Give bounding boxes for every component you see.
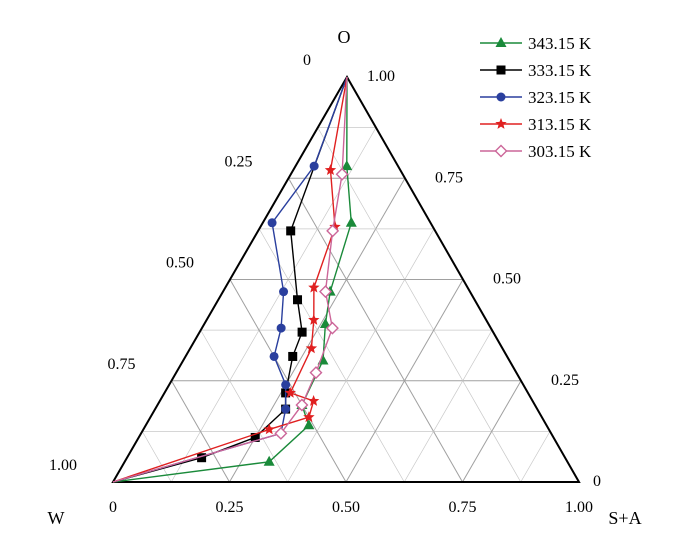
tick-label-left: 0.25	[225, 153, 253, 170]
legend-label: 303.15 K	[528, 142, 592, 161]
series-2	[112, 76, 348, 483]
legend-marker	[495, 37, 507, 47]
data-point	[250, 432, 260, 442]
legend-item: 343.15 K	[480, 34, 592, 53]
tick-label-left: 0.50	[166, 255, 194, 272]
data-point	[269, 351, 279, 361]
legend-label: 333.15 K	[528, 61, 592, 80]
data-point	[305, 342, 318, 354]
data-point	[293, 295, 303, 305]
data-point	[308, 314, 320, 325]
grid-lines	[141, 127, 551, 483]
data-point	[345, 216, 357, 227]
tick-label-right: 0	[593, 473, 601, 490]
tick-label-bottom: 0.25	[216, 499, 244, 516]
data-point	[267, 218, 277, 228]
data-point	[288, 351, 298, 361]
grid-line	[287, 228, 435, 483]
legend-marker	[495, 118, 507, 129]
grid-line	[200, 329, 289, 483]
data-point	[326, 224, 340, 238]
data-point	[309, 161, 319, 171]
triangle-outline	[111, 74, 581, 483]
tick-label-right: 0.75	[435, 169, 463, 186]
legend-item: 313.15 K	[480, 115, 592, 134]
legend-item: 333.15 K	[480, 61, 592, 80]
data-point	[308, 281, 320, 293]
tick-label-right: 1.00	[367, 68, 395, 85]
legend-label: 323.15 K	[528, 88, 592, 107]
grid-line	[317, 127, 522, 483]
legend-marker	[496, 65, 506, 75]
series-line	[112, 76, 348, 483]
vertex-label-w: W	[48, 508, 65, 528]
data-point	[335, 167, 349, 181]
data-point	[286, 226, 296, 236]
data-point	[274, 426, 288, 440]
data-point	[197, 453, 207, 463]
data-point	[303, 411, 315, 423]
tick-label-left: 1.00	[49, 457, 77, 474]
data-point	[307, 395, 320, 406]
data-point	[281, 404, 291, 414]
data-point	[329, 220, 341, 232]
vertex-labels: O W S+A	[48, 27, 642, 528]
data-point	[319, 285, 332, 299]
legend-item: 323.15 K	[480, 88, 592, 107]
tick-label-bottom: 0.75	[449, 499, 477, 516]
vertex-label-o: O	[338, 27, 351, 47]
grid-line	[170, 127, 377, 483]
grid-line	[403, 329, 493, 483]
series-4	[112, 76, 349, 483]
data-point	[284, 386, 296, 398]
tick-label-bottom: 0	[109, 499, 117, 516]
grid-line	[171, 380, 230, 483]
grid-line	[258, 228, 405, 483]
tick-labels: 0 0.25 0.50 0.75 1.0000.250.500.751.0000.250…	[49, 52, 601, 516]
legend-label: 343.15 K	[528, 34, 592, 53]
legend-item: 303.15 K	[480, 142, 592, 161]
data-point	[341, 160, 353, 171]
tick-label-left: 0.75	[108, 356, 136, 373]
series-3	[112, 76, 348, 483]
triangle-frame	[111, 74, 581, 483]
data-point	[279, 287, 289, 297]
legend: 343.15 K 333.15 K 323.15 K 313.15 K 303.15 K	[480, 34, 592, 161]
data-point	[319, 318, 331, 329]
data-point	[295, 398, 309, 412]
data-point	[263, 455, 275, 466]
data-point	[281, 380, 291, 390]
data-point	[324, 164, 337, 175]
data-point	[263, 423, 275, 435]
tick-label-bottom: 0.50	[332, 499, 360, 516]
grid-line	[462, 380, 522, 483]
grid-line	[141, 431, 172, 483]
vertex-label-sa: S+A	[608, 508, 641, 528]
legend-marker	[494, 144, 508, 158]
series-line	[112, 76, 348, 483]
grid-line	[345, 279, 464, 483]
data-point	[303, 419, 315, 430]
tick-label-bottom: 1.00	[565, 499, 593, 516]
tick-label-right: 0.25	[551, 372, 579, 389]
tick-label-left: 0	[303, 52, 311, 69]
data-point	[297, 327, 307, 337]
data-point	[276, 323, 286, 333]
legend-marker	[496, 92, 506, 102]
legend-label: 313.15 K	[528, 115, 592, 134]
series-line	[112, 76, 353, 483]
series-group	[112, 76, 357, 483]
data-point	[309, 366, 323, 380]
tick-label-right: 0.50	[493, 271, 521, 288]
grid-line	[520, 431, 551, 483]
data-point	[325, 321, 339, 335]
